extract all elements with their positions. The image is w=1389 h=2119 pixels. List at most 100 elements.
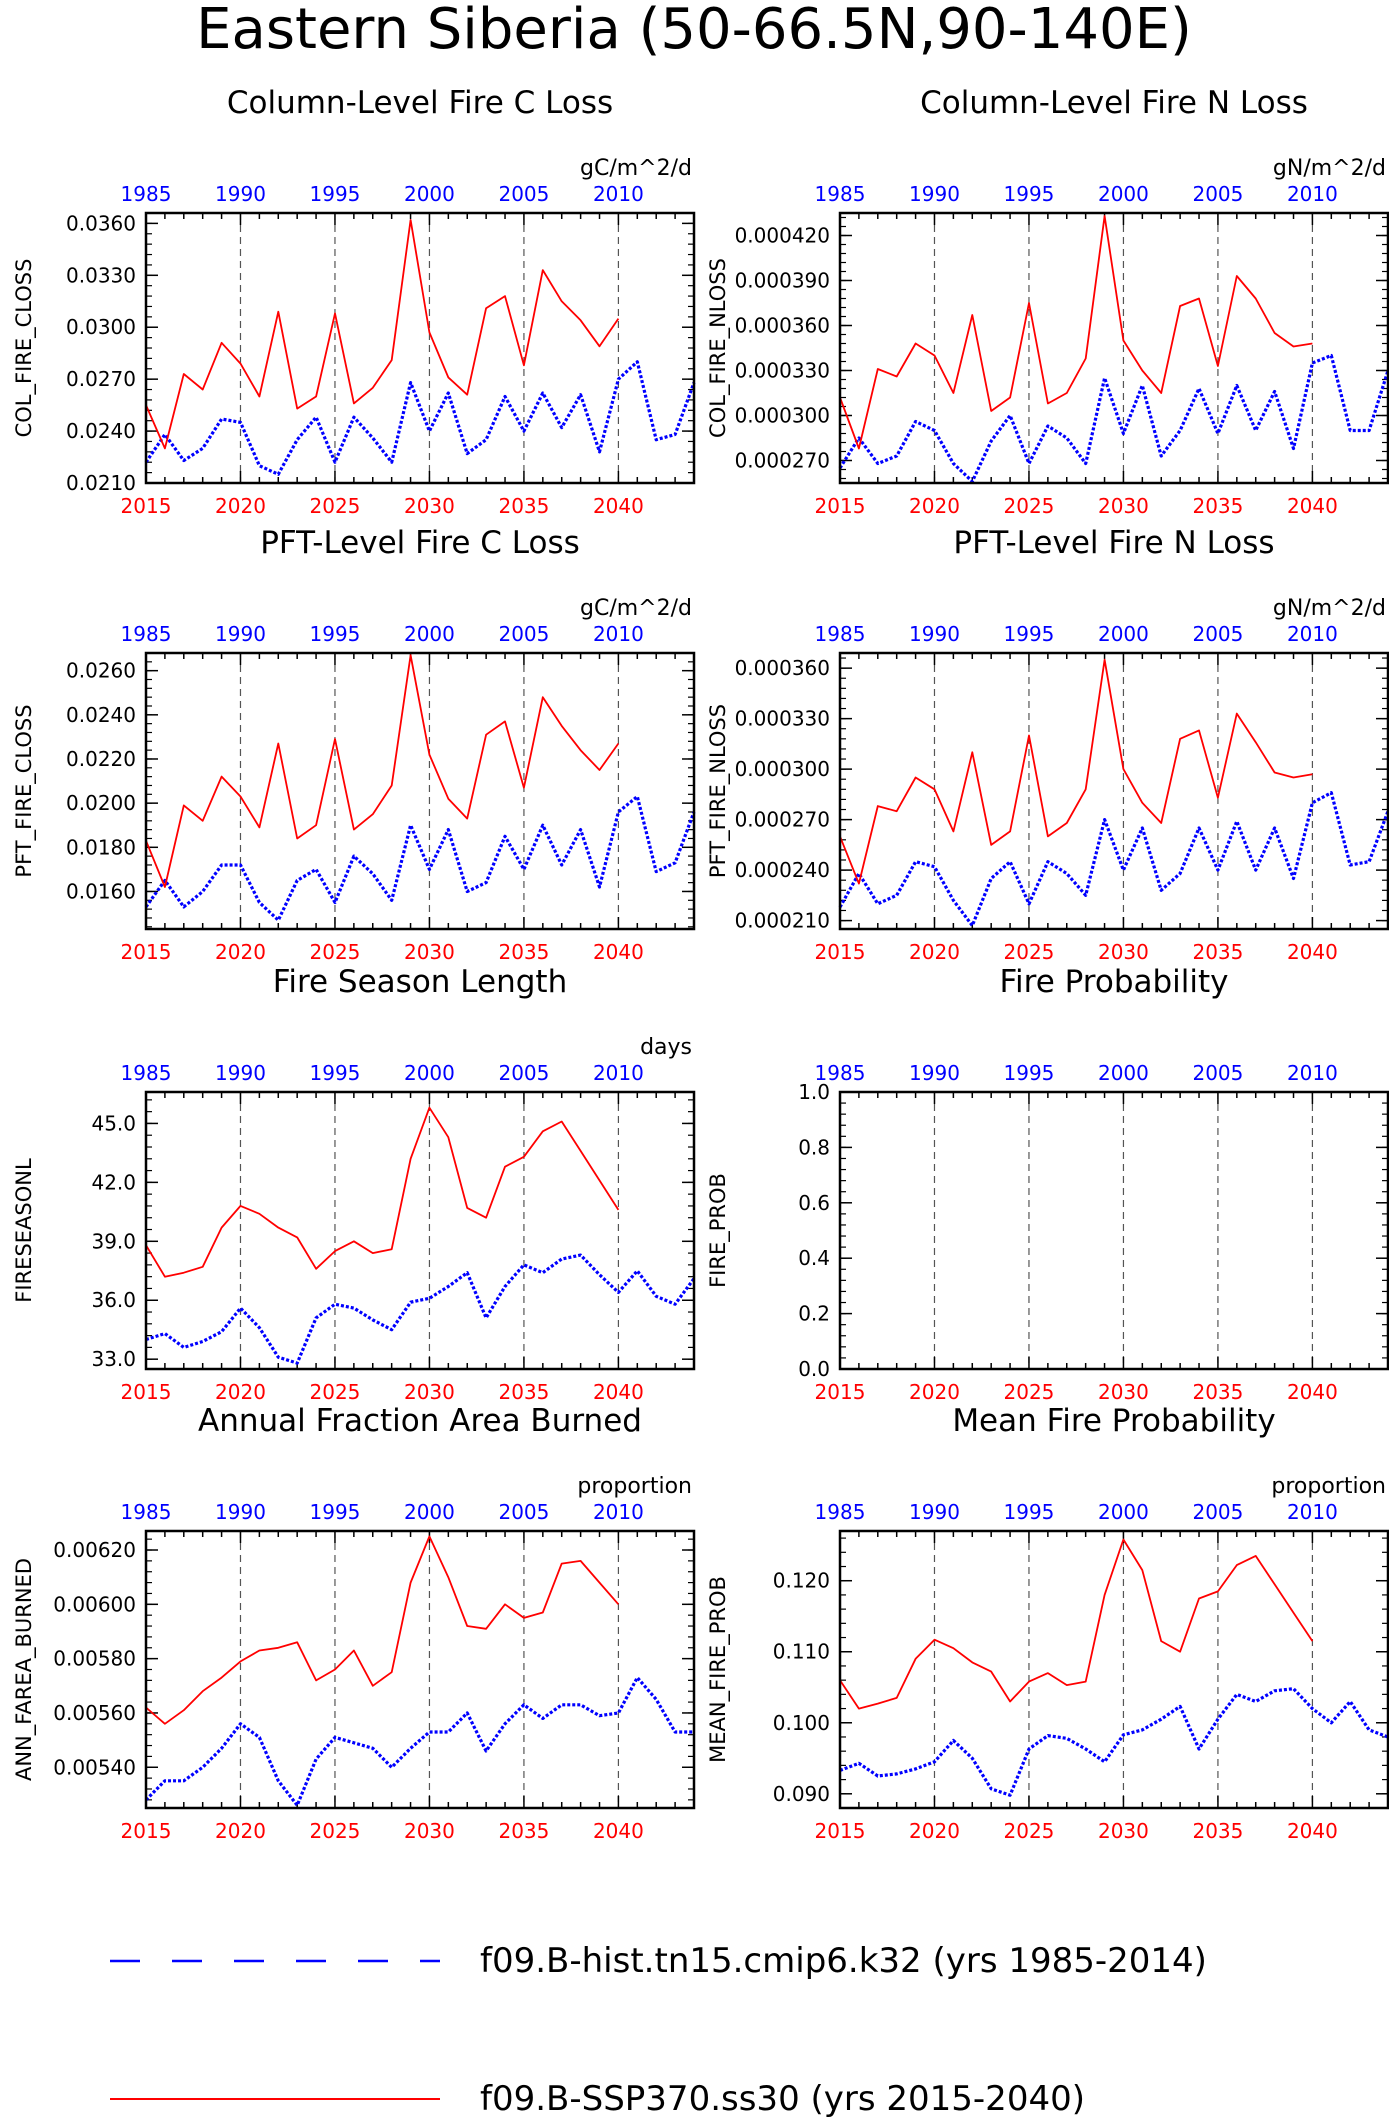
y-tick-label: 0.000360 bbox=[735, 656, 830, 680]
y-tick-label: 0.000360 bbox=[735, 314, 830, 338]
y-tick-label: 0.0200 bbox=[66, 791, 136, 815]
top-tick-label: 2000 bbox=[404, 182, 455, 206]
top-tick-label: 1990 bbox=[215, 1500, 266, 1524]
ssp-series-line bbox=[145, 218, 620, 450]
panel-4: PFT-Level Fire N Loss gN/m^2/d PFT_FIRE_NL… bbox=[706, 525, 1389, 964]
panel-units: proportion bbox=[1271, 1474, 1386, 1499]
bottom-tick-label: 2015 bbox=[815, 494, 866, 518]
bottom-tick-label: 2020 bbox=[215, 1380, 266, 1404]
hist-series-line bbox=[145, 1253, 696, 1365]
panel-5: Fire Season Length days FIRESEASONL 2015 202… bbox=[12, 964, 696, 1404]
top-tick-label: 2010 bbox=[1287, 622, 1338, 646]
hist-series-line bbox=[144, 794, 696, 922]
top-tick-label: 2000 bbox=[1098, 622, 1149, 646]
y-tick-label: 0.0 bbox=[798, 1357, 830, 1381]
top-tick-label: 1995 bbox=[310, 1500, 361, 1524]
y-axis-label: FIRE_PROB bbox=[706, 1173, 731, 1288]
plot-frame bbox=[144, 211, 696, 485]
top-tick-label: 1995 bbox=[1004, 1500, 1055, 1524]
top-tick-label: 1985 bbox=[815, 622, 866, 646]
panel-title: Fire Season Length bbox=[273, 964, 567, 1000]
panels: Column-Level Fire C Loss gC/m^2/d COL_FIRE… bbox=[12, 85, 1389, 1843]
hist-series-line bbox=[838, 353, 1389, 484]
bottom-tick-label: 2030 bbox=[404, 940, 455, 964]
top-tick-label: 1990 bbox=[909, 1500, 960, 1524]
top-tick-label: 1985 bbox=[815, 1061, 866, 1085]
top-tick-label: 1995 bbox=[310, 182, 361, 206]
panel-units: gC/m^2/d bbox=[580, 156, 692, 181]
y-tick-label: 0.00600 bbox=[53, 1592, 136, 1616]
bottom-tick-label: 2030 bbox=[1098, 940, 1149, 964]
panel-6: Fire Probability FIRE_PROB 2015 2020 2025 203… bbox=[706, 964, 1389, 1404]
top-tick-label: 1985 bbox=[815, 1500, 866, 1524]
bottom-tick-label: 2015 bbox=[121, 940, 172, 964]
y-tick-label: 0.0240 bbox=[66, 703, 136, 727]
panel-8: Mean Fire Probability proportion MEAN_FIRE… bbox=[706, 1403, 1389, 1843]
y-tick-label: 0.00620 bbox=[53, 1538, 136, 1562]
y-axis-label: FIRESEASONL bbox=[12, 1158, 36, 1303]
plot-frame bbox=[838, 211, 1389, 485]
top-tick-label: 2005 bbox=[1192, 622, 1243, 646]
bottom-tick-label: 2030 bbox=[404, 1819, 455, 1843]
bottom-tick-label: 2040 bbox=[1287, 494, 1338, 518]
bottom-tick-label: 2030 bbox=[1098, 1380, 1149, 1404]
top-tick-label: 2005 bbox=[498, 1061, 549, 1085]
hist-series-line bbox=[838, 791, 1389, 928]
bottom-tick-label: 2040 bbox=[1287, 940, 1338, 964]
hist-series-line bbox=[144, 1675, 694, 1807]
y-tick-label: 0.000390 bbox=[735, 269, 830, 293]
top-tick-label: 2005 bbox=[1192, 182, 1243, 206]
bottom-tick-label: 2040 bbox=[593, 1380, 644, 1404]
y-tick-label: 0.000270 bbox=[735, 808, 830, 832]
top-tick-label: 1985 bbox=[121, 1500, 172, 1524]
bottom-tick-label: 2035 bbox=[498, 940, 549, 964]
top-tick-label: 2000 bbox=[1098, 182, 1149, 206]
ssp-series-line bbox=[145, 1535, 620, 1725]
y-axis-label: ANN_FAREA_BURNED bbox=[12, 1558, 37, 1781]
bottom-tick-label: 2030 bbox=[1098, 1819, 1149, 1843]
bottom-tick-label: 2035 bbox=[1192, 1819, 1243, 1843]
y-tick-label: 0.8 bbox=[798, 1135, 830, 1159]
y-tick-label: 0.0240 bbox=[66, 419, 136, 443]
bottom-tick-label: 2020 bbox=[215, 940, 266, 964]
y-tick-label: 0.0330 bbox=[66, 263, 136, 287]
panel-title: PFT-Level Fire N Loss bbox=[953, 525, 1274, 561]
y-tick-label: 0.00580 bbox=[53, 1647, 136, 1671]
panel-7: Annual Fraction Area Burned proportion ANN… bbox=[12, 1403, 696, 1843]
bottom-tick-label: 2025 bbox=[310, 1380, 361, 1404]
y-tick-label: 0.000330 bbox=[735, 359, 830, 383]
panel-units: proportion bbox=[577, 1474, 692, 1499]
panel-title: PFT-Level Fire C Loss bbox=[260, 525, 580, 561]
y-tick-label: 0.000300 bbox=[735, 757, 830, 781]
y-tick-label: 0.0210 bbox=[66, 471, 136, 495]
ssp-series-line bbox=[839, 1538, 1314, 1710]
y-axis-label: COL_FIRE_CLOSS bbox=[12, 259, 37, 438]
panel-title: Annual Fraction Area Burned bbox=[198, 1403, 642, 1439]
y-tick-label: 0.0260 bbox=[66, 659, 136, 683]
top-tick-label: 1995 bbox=[310, 1061, 361, 1085]
bottom-tick-label: 2020 bbox=[909, 1380, 960, 1404]
top-tick-label: 1985 bbox=[815, 182, 866, 206]
bottom-tick-label: 2025 bbox=[1004, 940, 1055, 964]
y-tick-label: 0.090 bbox=[773, 1782, 830, 1806]
y-tick-label: 0.100 bbox=[773, 1711, 830, 1735]
y-axis-label: COL_FIRE_NLOSS bbox=[706, 258, 731, 438]
y-tick-label: 0.0220 bbox=[66, 747, 136, 771]
bottom-tick-label: 2015 bbox=[121, 1380, 172, 1404]
plot-frame bbox=[144, 1090, 696, 1371]
y-tick-label: 39.0 bbox=[91, 1229, 136, 1253]
bottom-tick-label: 2015 bbox=[815, 1380, 866, 1404]
top-tick-label: 2010 bbox=[1287, 1061, 1338, 1085]
panel-units: gC/m^2/d bbox=[580, 596, 692, 621]
bottom-tick-label: 2030 bbox=[1098, 494, 1149, 518]
bottom-tick-label: 2015 bbox=[815, 940, 866, 964]
y-tick-label: 0.000210 bbox=[735, 909, 830, 933]
y-tick-label: 1.0 bbox=[798, 1080, 830, 1104]
top-tick-label: 1990 bbox=[909, 182, 960, 206]
panel-units: gN/m^2/d bbox=[1273, 596, 1386, 621]
y-tick-label: 0.000270 bbox=[735, 449, 830, 473]
y-axis-label: MEAN_FIRE_PROB bbox=[706, 1576, 731, 1763]
panel-title: Column-Level Fire C Loss bbox=[227, 85, 613, 121]
top-tick-label: 2010 bbox=[593, 1500, 644, 1524]
